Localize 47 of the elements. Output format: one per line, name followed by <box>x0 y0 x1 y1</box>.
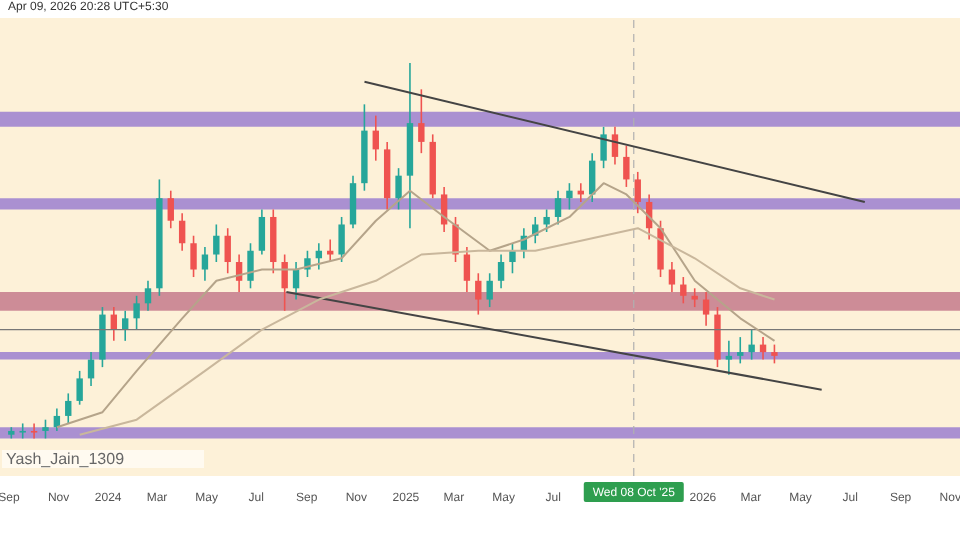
candlestick <box>349 174 357 230</box>
candlestick <box>566 182 573 211</box>
candlestick <box>281 253 288 312</box>
candlestick <box>144 279 152 312</box>
candlestick <box>475 272 482 316</box>
candlestick <box>213 223 220 263</box>
candlestick <box>463 246 471 293</box>
candlestick <box>30 422 38 440</box>
candlestick <box>509 242 516 275</box>
candlestick <box>224 227 231 275</box>
candlestick <box>680 276 687 305</box>
candlestick <box>247 242 254 290</box>
candlestick <box>452 216 459 263</box>
candlestick <box>201 246 209 282</box>
candlestick <box>725 340 733 376</box>
candlestick <box>258 208 266 256</box>
candlestick <box>133 295 140 331</box>
candlestick <box>600 126 607 169</box>
candlestick <box>737 336 744 365</box>
candlestick <box>65 392 72 425</box>
candlestick <box>543 208 550 233</box>
candlestick <box>623 144 630 188</box>
candlestick <box>372 114 379 162</box>
candlestick <box>634 171 641 215</box>
candlestick <box>87 351 95 387</box>
candlestick <box>497 253 505 290</box>
candlestick <box>338 216 345 263</box>
candlestick <box>486 272 493 308</box>
candlestick <box>190 234 197 278</box>
text: Yash_Jain_1309 <box>2 450 205 468</box>
candlestick <box>771 343 778 365</box>
candlestick <box>714 306 721 368</box>
candlestick <box>748 328 755 361</box>
candlestick <box>270 208 277 275</box>
candlestick <box>167 189 174 230</box>
candlestick <box>702 291 710 327</box>
candlestick <box>395 167 402 211</box>
candlestick <box>554 189 562 226</box>
candlestick <box>42 418 49 440</box>
candlestick <box>418 88 425 154</box>
candlestick <box>99 306 106 368</box>
candlestick <box>668 261 676 293</box>
candlestick <box>657 219 664 278</box>
candlestick <box>178 212 186 252</box>
candlestick <box>691 287 698 308</box>
candlestick <box>122 310 129 342</box>
candlestick <box>76 370 83 406</box>
